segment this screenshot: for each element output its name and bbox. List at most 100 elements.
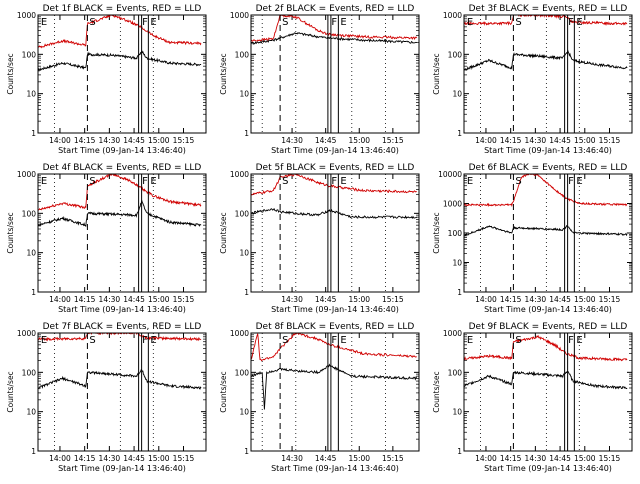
marker-label: E — [340, 176, 346, 187]
y-tick-label: 1 — [457, 129, 462, 138]
x-tick-label: 15:15 — [382, 295, 404, 304]
marker-label: S — [282, 17, 288, 28]
x-tick-label: 15:00 — [348, 454, 370, 463]
y-tick-label: 10 — [239, 249, 249, 258]
x-tick-label: 14:45 — [315, 136, 337, 145]
x-tick-label: 15:15 — [173, 136, 195, 145]
plot-frame — [463, 173, 633, 293]
marker-label: F — [331, 176, 337, 187]
marker-label: F — [142, 335, 148, 346]
series-line-events — [251, 363, 418, 410]
series-line-events — [464, 224, 628, 237]
plot-frame — [37, 173, 207, 293]
y-axis-label: Counts/sec — [432, 53, 441, 94]
x-tick-label: 14:45 — [549, 136, 571, 145]
y-tick-label: 10 — [239, 408, 249, 417]
series-line-lld — [38, 333, 202, 342]
y-tick-label: 10000 — [438, 170, 462, 179]
series-line-lld — [464, 334, 628, 362]
y-tick-label: 1000 — [17, 170, 36, 179]
marker-label: E — [150, 335, 156, 346]
y-axis-label: Counts/sec — [432, 371, 441, 412]
x-tick-label: 14:15 — [74, 136, 96, 145]
x-tick-label: 14:45 — [123, 136, 145, 145]
y-tick-label: 1000 — [230, 329, 249, 338]
x-tick-label: 15:00 — [148, 136, 170, 145]
x-axis-label: Start Time (09-Jan-14 13:46:40) — [58, 305, 186, 314]
x-axis-label: Start Time (09-Jan-14 13:46:40) — [271, 305, 399, 314]
y-tick-label: 1 — [457, 288, 462, 297]
panel-2: Det 2f BLACK = Events, RED = LLD 1 10 100 10… — [219, 4, 420, 155]
y-tick-label: 10 — [26, 90, 36, 99]
marker-label: E — [41, 335, 47, 346]
x-tick-label: 15:00 — [348, 295, 370, 304]
marker-label: F — [568, 176, 574, 187]
y-tick-label: 1000 — [17, 11, 36, 20]
y-tick-label: 1 — [244, 288, 249, 297]
series-line-events — [251, 208, 418, 220]
x-tick-label: 14:00 — [475, 136, 497, 145]
marker-label: S — [282, 176, 288, 187]
marker-label: S — [515, 17, 521, 28]
series-line-lld — [464, 174, 628, 208]
x-tick-label: 14:15 — [500, 295, 522, 304]
y-tick-label: 100 — [235, 209, 250, 218]
x-tick-label: 15:00 — [574, 295, 596, 304]
series-line-events — [38, 49, 202, 72]
panel-title: Det 6f BLACK = Events, RED = LLD — [469, 163, 628, 173]
x-tick-label: 14:00 — [475, 454, 497, 463]
x-tick-label: 15:15 — [599, 295, 621, 304]
x-tick-label: 15:00 — [148, 454, 170, 463]
marker-label: E — [41, 17, 47, 28]
x-axis-label: Start Time (09-Jan-14 13:46:40) — [484, 146, 612, 155]
marker-label: S — [89, 335, 95, 346]
x-tick-label: 15:15 — [382, 136, 404, 145]
x-tick-label: 14:30 — [281, 295, 303, 304]
y-tick-label: 100 — [235, 368, 250, 377]
marker-label: F — [142, 176, 148, 187]
plot-frame — [463, 332, 633, 452]
y-tick-label: 1000 — [443, 200, 462, 209]
x-tick-label: 15:00 — [574, 136, 596, 145]
series-line-events — [464, 370, 628, 390]
x-axis-label: Start Time (09-Jan-14 13:46:40) — [484, 464, 612, 473]
series-line-lld — [251, 174, 418, 196]
panel-7: Det 7f BLACK = Events, RED = LLD 1 10 100 10… — [6, 322, 207, 473]
y-axis-label: Counts/sec — [6, 212, 15, 253]
marker-label: F — [331, 17, 337, 28]
panel-title: Det 9f BLACK = Events, RED = LLD — [469, 322, 628, 332]
series-line-lld — [38, 174, 202, 211]
marker-label: E — [467, 176, 473, 187]
x-tick-label: 14:15 — [74, 295, 96, 304]
x-tick-label: 14:45 — [549, 454, 571, 463]
x-tick-label: 14:30 — [525, 136, 547, 145]
x-tick-label: 14:00 — [49, 454, 71, 463]
plot-frame — [250, 332, 420, 452]
x-tick-label: 14:30 — [99, 454, 121, 463]
marker-label: E — [41, 176, 47, 187]
marker-label: F — [142, 17, 148, 28]
x-tick-label: 14:45 — [123, 295, 145, 304]
x-tick-label: 15:00 — [348, 136, 370, 145]
x-tick-label: 14:30 — [281, 454, 303, 463]
x-tick-label: 14:00 — [49, 295, 71, 304]
x-tick-label: 15:15 — [599, 454, 621, 463]
plot-frame — [37, 14, 207, 134]
y-tick-label: 1000 — [443, 329, 462, 338]
x-tick-label: 14:15 — [500, 136, 522, 145]
panel-title: Det 5f BLACK = Events, RED = LLD — [256, 163, 415, 173]
marker-label: F — [331, 335, 337, 346]
plot-frame — [250, 173, 420, 293]
y-tick-label: 1 — [457, 447, 462, 456]
y-tick-label: 1 — [244, 447, 249, 456]
panel-8: Det 8f BLACK = Events, RED = LLD 1 10 100 10… — [219, 322, 420, 473]
plot-frame — [463, 14, 633, 134]
y-tick-label: 1000 — [443, 11, 462, 20]
panel-title: Det 7f BLACK = Events, RED = LLD — [43, 322, 202, 332]
y-tick-label: 10 — [452, 408, 462, 417]
series-line-events — [38, 368, 202, 390]
x-axis-label: Start Time (09-Jan-14 13:46:40) — [58, 146, 186, 155]
y-tick-label: 1 — [244, 129, 249, 138]
y-tick-label: 10 — [239, 90, 249, 99]
panel-1: Det 1f BLACK = Events, RED = LLD 1 10 100 10… — [6, 4, 207, 155]
